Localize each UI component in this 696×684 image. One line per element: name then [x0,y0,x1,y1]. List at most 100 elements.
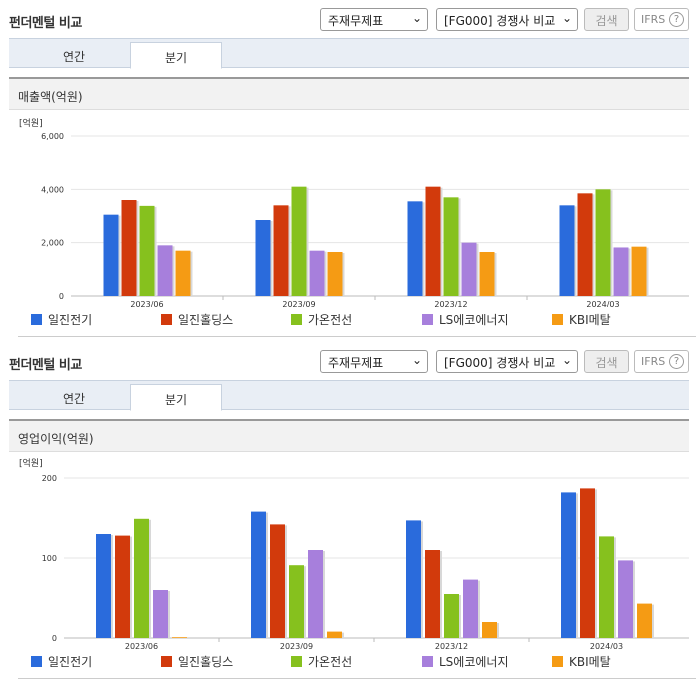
statement-select[interactable]: 주재무제표 ⌄ [320,350,428,373]
legend-swatch [291,314,302,325]
bar [157,245,173,296]
period-tabs: 연간 분기 [9,38,689,69]
legend-swatch [552,314,563,325]
bar [613,247,629,296]
panel-header: 펀더멘털 비교 주재무제표 ⌄ [FG000] 경쟁사 비교 ⌄ 검색 IFRS… [0,342,696,376]
legend-label: LS에코에너지 [439,313,509,327]
x-tick-label: 2023/12 [435,642,468,649]
bar [175,250,191,296]
legend-label: LS에코에너지 [439,655,509,669]
bar [115,535,130,638]
bar [595,189,611,296]
legend-label: 가온전선 [308,655,353,669]
ifrs-button[interactable]: IFRS ? [634,350,689,373]
chevron-down-icon: ⌄ [561,353,572,367]
bar [599,536,614,638]
legend-swatch [291,656,302,667]
divider [18,678,696,679]
bar [255,220,271,296]
bar [153,590,168,638]
legend-swatch [161,656,172,667]
legend-item[interactable]: 일진전기 [31,311,92,328]
bar [134,518,149,638]
y-tick-label: 200 [42,474,57,483]
bar [289,565,304,638]
bar [251,511,266,638]
peer-group-select-value: [FG000] 경쟁사 비교 [444,356,556,370]
bar [406,520,421,638]
bar [577,193,593,296]
revenue-chart: [억원] 0 2,000 4,000 6,000 2023/06 2023/09 2023/1… [9,112,696,337]
bar [172,637,187,638]
section-title: 매출액(억원) [9,77,689,110]
bar [103,214,119,296]
y-tick-label: 0 [59,292,64,301]
y-tick-label: 0 [52,634,57,643]
bar [327,631,342,638]
legend-label: 일진홀딩스 [178,313,234,327]
bar [407,201,423,296]
bar [273,205,289,296]
help-icon[interactable]: ? [669,12,684,27]
legend-swatch [161,314,172,325]
bar [425,186,441,296]
bar [479,252,495,296]
section-title: 영업이익(억원) [9,419,689,452]
bar [444,594,459,638]
legend-item[interactable]: KBI메탈 [552,311,611,328]
bar [425,550,440,638]
tab-annual[interactable]: 연간 [62,50,86,64]
bar [461,242,477,296]
bar [631,246,647,296]
legend-item[interactable]: 가온전선 [291,311,352,328]
panel-header: 펀더멘털 비교 주재무제표 ⌄ [FG000] 경쟁사 비교 ⌄ 검색 IFRS… [0,0,696,34]
panel-title: 펀더멘털 비교 [9,16,82,31]
operating-profit-chart: [억원] 0 100 200 2023/06 2023/09 2023/12 2024/03 … [9,454,696,679]
legend-label: KBI메탈 [569,655,611,669]
ifrs-button[interactable]: IFRS ? [634,8,689,31]
legend-item[interactable]: KBI메탈 [552,653,611,670]
bar [139,205,155,296]
legend-label: 일진전기 [48,655,93,669]
fundamental-panel-operating-profit: 펀더멘털 비교 주재무제표 ⌄ [FG000] 경쟁사 비교 ⌄ 검색 IFRS… [0,342,696,684]
bar [618,560,633,638]
chevron-down-icon: ⌄ [561,11,572,25]
legend-item[interactable]: LS에코에너지 [422,311,509,328]
peer-group-select-value: [FG000] 경쟁사 비교 [444,14,556,28]
operating-profit-chart-svg: [억원] 0 100 200 2023/06 2023/09 2023/12 2024/03 [19,457,689,649]
legend-item[interactable]: 가온전선 [291,653,352,670]
legend-item[interactable]: 일진홀딩스 [161,311,233,328]
bar [309,250,325,296]
chevron-down-icon: ⌄ [411,11,422,25]
unit-label: [억원] [19,457,43,469]
tab-annual[interactable]: 연간 [62,392,86,406]
search-button[interactable]: 검색 [584,350,629,373]
bar [291,186,307,296]
tab-quarterly[interactable]: 분기 [130,42,222,69]
search-button[interactable]: 검색 [584,8,629,31]
help-icon[interactable]: ? [669,354,684,369]
bar [308,550,323,638]
statement-select[interactable]: 주재무제표 ⌄ [320,8,428,31]
bar [580,488,595,638]
legend-item[interactable]: LS에코에너지 [422,653,509,670]
peer-group-select[interactable]: [FG000] 경쟁사 비교 ⌄ [436,350,578,373]
tab-quarterly[interactable]: 분기 [130,384,222,411]
bar [121,200,137,296]
legend-swatch [422,656,433,667]
legend-label: 일진홀딩스 [178,655,234,669]
peer-group-select[interactable]: [FG000] 경쟁사 비교 ⌄ [436,8,578,31]
ifrs-label: IFRS [641,355,666,368]
y-tick-label: 2,000 [41,239,64,248]
x-tick-label: 2024/03 [586,300,619,307]
legend-swatch [422,314,433,325]
legend-item[interactable]: 일진홀딩스 [161,653,233,670]
panel-title: 펀더멘털 비교 [9,358,82,373]
bar [559,205,575,296]
y-tick-label: 4,000 [41,185,64,194]
revenue-chart-svg: [억원] 0 2,000 4,000 6,000 2023/06 2023/09 2023/1… [19,117,689,307]
legend-swatch [552,656,563,667]
x-tick-label: 2023/09 [280,642,313,649]
legend-item[interactable]: 일진전기 [31,653,92,670]
statement-select-value: 주재무제표 [328,14,384,28]
